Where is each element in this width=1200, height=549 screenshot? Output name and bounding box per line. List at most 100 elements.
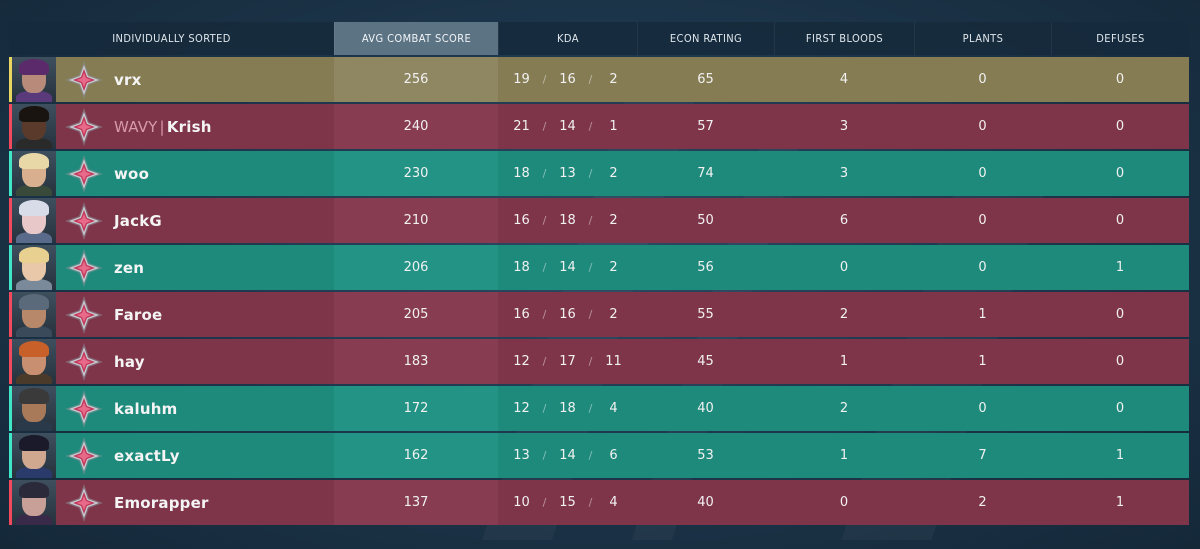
player-row[interactable]: JackG 210 16 / 18 / 2 50 6 0 0 [9, 198, 1189, 243]
player-name-text: zen [114, 258, 145, 277]
assists-value: 2 [609, 213, 618, 228]
econ-value: 40 [697, 401, 714, 416]
defuses-value: 1 [1115, 495, 1125, 510]
defuses-value: 1 [1115, 260, 1125, 275]
assists-value: 4 [609, 401, 618, 416]
kda-separator: / [542, 261, 547, 274]
plants-value: 0 [978, 401, 987, 416]
plants-value: 0 [978, 213, 987, 228]
player-row[interactable]: Emorapper 137 10 / 15 / 4 40 0 2 1 [9, 480, 1189, 525]
player-name[interactable]: woo [114, 165, 149, 183]
assists-value: 11 [605, 354, 622, 369]
agent-portrait-icon [12, 198, 56, 243]
player-name-text: Krish [166, 117, 212, 136]
deaths-value: 18 [559, 213, 576, 228]
kills-value: 18 [513, 166, 530, 181]
assists-value: 4 [609, 495, 618, 510]
defuses-value: 1 [1115, 448, 1125, 463]
header-plants[interactable]: PLANTS [914, 22, 1051, 55]
kda-separator: / [588, 167, 593, 180]
kills-value: 10 [513, 495, 530, 510]
kda-separator: / [542, 355, 547, 368]
agent-portrait-icon [12, 151, 56, 196]
acs-value: 137 [334, 480, 498, 525]
header-kda[interactable]: KDA [498, 22, 637, 55]
deaths-value: 18 [559, 401, 576, 416]
plants-value: 0 [978, 119, 987, 134]
kda-separator: / [588, 214, 593, 227]
defuses-value: 0 [1115, 307, 1125, 322]
player-name-text: hay [114, 352, 145, 371]
deaths-value: 15 [559, 495, 576, 510]
plants-value: 1 [978, 307, 987, 322]
player-cell: vrx [9, 57, 334, 102]
first-bloods-value: 1 [839, 448, 849, 463]
kda-separator: / [542, 167, 547, 180]
acs-value: 162 [334, 433, 498, 478]
player-name[interactable]: WAVY | Krish [114, 118, 212, 136]
kills-value: 12 [513, 401, 530, 416]
player-name[interactable]: Faroe [114, 306, 162, 324]
acs-value: 206 [334, 245, 498, 290]
header-econ-rating[interactable]: ECON RATING [637, 22, 774, 55]
kda-separator: / [542, 120, 547, 133]
econ-value: 53 [697, 448, 714, 463]
header-avg-combat-score[interactable]: AVG COMBAT SCORE [334, 22, 498, 55]
defuses-value: 0 [1115, 354, 1125, 369]
player-row[interactable]: Faroe 205 16 / 16 / 2 55 2 1 0 [9, 292, 1189, 337]
player-row[interactable]: hay 183 12 / 17 / 11 45 1 1 0 [9, 339, 1189, 384]
header-sort-mode[interactable]: INDIVIDUALLY SORTED [112, 32, 231, 45]
agent-portrait-icon [12, 292, 56, 337]
tag-separator: | [159, 117, 165, 136]
player-name[interactable]: hay [114, 353, 145, 371]
player-row[interactable]: WAVY | Krish 240 21 / 14 / 1 57 3 0 0 [9, 104, 1189, 149]
player-row[interactable]: kaluhm 172 12 / 18 / 4 40 2 0 0 [9, 386, 1189, 431]
kda-value: 21 / 14 / 1 [498, 104, 637, 149]
player-cell: Emorapper [9, 480, 334, 525]
kda-separator: / [588, 449, 593, 462]
rank-icon [64, 342, 104, 382]
econ-value: 65 [697, 72, 714, 87]
kda-separator: / [588, 402, 593, 415]
kda-separator: / [542, 73, 547, 86]
agent-portrait-icon [12, 386, 56, 431]
kda-value: 16 / 18 / 2 [498, 198, 637, 243]
plants-value: 7 [978, 448, 987, 463]
plants-value: 0 [978, 260, 987, 275]
first-bloods-value: 6 [839, 213, 849, 228]
kda-value: 16 / 16 / 2 [498, 292, 637, 337]
first-bloods-value: 3 [839, 119, 849, 134]
header-defuses[interactable]: DEFUSES [1051, 22, 1189, 55]
econ-value: 57 [697, 119, 714, 134]
player-row[interactable]: vrx 256 19 / 16 / 2 65 4 0 0 [9, 57, 1189, 102]
player-name[interactable]: zen [114, 259, 144, 277]
kda-value: 12 / 18 / 4 [498, 386, 637, 431]
kda-separator: / [542, 214, 547, 227]
defuses-value: 0 [1115, 166, 1125, 181]
player-row[interactable]: woo 230 18 / 13 / 2 74 3 0 0 [9, 151, 1189, 196]
first-bloods-value: 0 [839, 260, 849, 275]
deaths-value: 17 [559, 354, 576, 369]
rank-icon [64, 295, 104, 335]
acs-value: 183 [334, 339, 498, 384]
plants-value: 0 [978, 166, 987, 181]
deaths-value: 14 [559, 260, 576, 275]
player-row[interactable]: exactLy 162 13 / 14 / 6 53 1 7 1 [9, 433, 1189, 478]
kills-value: 21 [513, 119, 530, 134]
agent-portrait-icon [12, 104, 56, 149]
player-name-text: JackG [114, 211, 162, 230]
player-name[interactable]: exactLy [114, 447, 180, 465]
acs-value: 256 [334, 57, 498, 102]
rank-icon [64, 389, 104, 429]
defuses-value: 0 [1115, 213, 1125, 228]
player-name[interactable]: kaluhm [114, 400, 177, 418]
acs-value: 210 [334, 198, 498, 243]
econ-value: 74 [697, 166, 714, 181]
agent-portrait-icon [12, 57, 56, 102]
player-name[interactable]: Emorapper [114, 494, 209, 512]
rank-icon [64, 154, 104, 194]
player-row[interactable]: zen 206 18 / 14 / 2 56 0 0 1 [9, 245, 1189, 290]
header-first-bloods[interactable]: FIRST BLOODS [774, 22, 914, 55]
player-name[interactable]: JackG [114, 212, 162, 230]
player-name[interactable]: vrx [114, 71, 141, 89]
